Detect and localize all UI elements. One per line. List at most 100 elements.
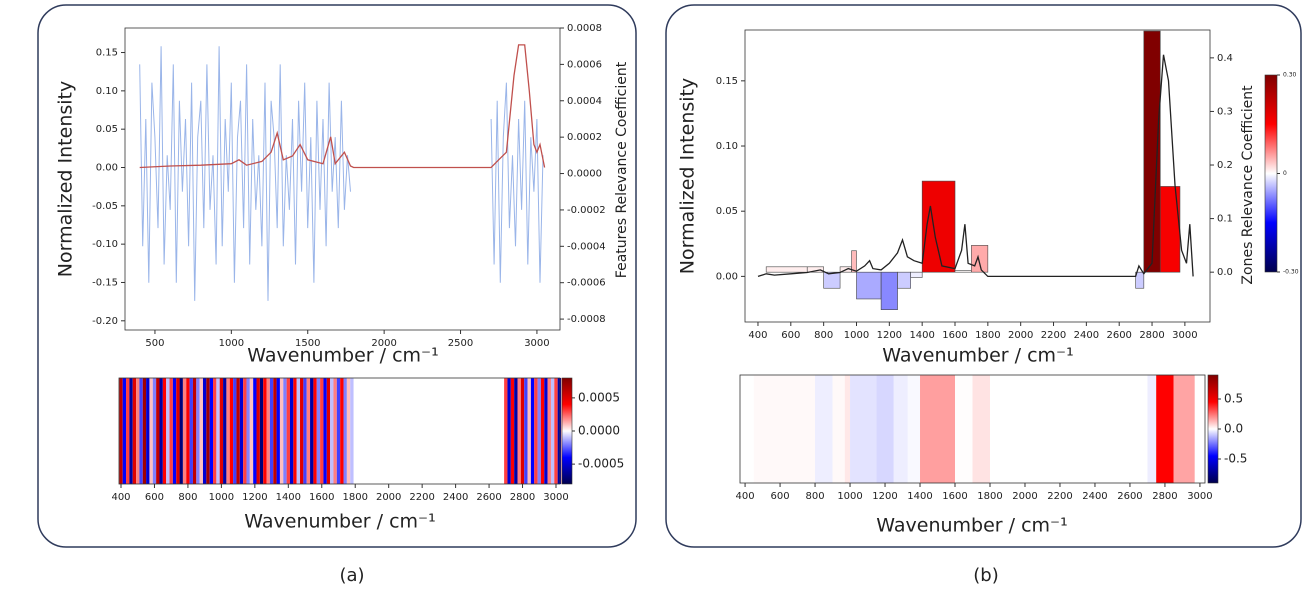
zone-bar bbox=[880, 271, 898, 310]
heat-stripe bbox=[162, 378, 167, 484]
y2-tick-label: -0.0004 bbox=[567, 241, 606, 252]
series-line bbox=[757, 54, 1194, 278]
heat-stripe bbox=[239, 378, 244, 484]
heat-stripe bbox=[514, 378, 518, 484]
heat-stripe bbox=[316, 378, 321, 484]
y-tick-label: 0.10 bbox=[716, 141, 738, 152]
colorbar bbox=[1207, 374, 1219, 484]
x-axis-label: Wavenumber / cm⁻¹ bbox=[244, 511, 435, 533]
x-tick-label: 600 bbox=[145, 492, 164, 503]
heat-stripe bbox=[202, 378, 207, 484]
y2-tick-label: 0.4 bbox=[1217, 53, 1233, 64]
heat-stripe bbox=[972, 375, 990, 483]
heat-stripe bbox=[122, 378, 127, 484]
heat-stripe bbox=[253, 378, 257, 484]
heat-stripe bbox=[296, 378, 301, 484]
heat-stripe bbox=[336, 378, 341, 484]
heat-stripe bbox=[209, 378, 214, 484]
x-tick-label: 1800 bbox=[975, 330, 1000, 341]
x-tick-label: 400 bbox=[111, 492, 130, 503]
zone-bar bbox=[910, 271, 923, 278]
zone-bar bbox=[1143, 30, 1161, 273]
heat-stripe bbox=[920, 375, 956, 483]
heat-stripe bbox=[1156, 375, 1174, 483]
x-tick-label: 2600 bbox=[476, 492, 501, 503]
x-tick-label: 2200 bbox=[1041, 330, 1066, 341]
heat-stripe bbox=[313, 378, 317, 484]
heat-stripe bbox=[186, 378, 190, 484]
panel-frame bbox=[37, 4, 637, 548]
heat-stripe bbox=[243, 378, 247, 484]
heat-stripe bbox=[797, 375, 816, 483]
heat-stripe bbox=[269, 378, 274, 484]
y-tick-label: 0.05 bbox=[716, 206, 738, 217]
zone-bar bbox=[954, 270, 972, 273]
heat-stripe bbox=[256, 378, 260, 484]
x-tick-label: 1800 bbox=[342, 492, 367, 503]
heat-stripe bbox=[146, 378, 150, 484]
x-tick-label: 2800 bbox=[1139, 330, 1164, 341]
heat-stripe bbox=[550, 378, 555, 484]
heat-stripe bbox=[907, 375, 921, 483]
y2-tick-label: 0.3 bbox=[1217, 106, 1233, 117]
heat-stripe bbox=[259, 378, 264, 484]
x-axis-label: Wavenumber / cm⁻¹ bbox=[247, 345, 438, 367]
y2-axis-label: Features Relevance Coefficient bbox=[614, 61, 630, 278]
colorbar bbox=[561, 377, 573, 485]
heat-stripe bbox=[323, 378, 327, 484]
plot-frame bbox=[744, 29, 1211, 323]
heat-stripe bbox=[753, 375, 798, 483]
x-tick-label: 2000 bbox=[371, 338, 396, 349]
heat-stripe bbox=[233, 378, 237, 484]
x-tick-label: 800 bbox=[178, 492, 197, 503]
heat-stripe bbox=[343, 378, 347, 484]
heat-stripe bbox=[206, 378, 210, 484]
heat-stripe bbox=[504, 378, 508, 484]
x-axis-label: Wavenumber / cm⁻¹ bbox=[876, 515, 1067, 537]
y2-tick-label: -0.0002 bbox=[567, 205, 606, 216]
heat-stripe bbox=[266, 378, 270, 484]
x-tick-label: 2600 bbox=[1106, 330, 1131, 341]
colorbar-tick-label: 0.0 bbox=[1224, 422, 1243, 436]
x-tick-label: 600 bbox=[781, 330, 800, 341]
heat-stripe bbox=[263, 378, 267, 484]
x-tick-label: 2200 bbox=[1047, 491, 1072, 502]
heat-stripe bbox=[832, 375, 845, 483]
heat-stripe bbox=[182, 378, 187, 484]
heat-stripe bbox=[517, 378, 521, 484]
heat-stripe bbox=[557, 378, 562, 484]
heat-stripe bbox=[540, 378, 545, 484]
y-tick-label: 0.00 bbox=[96, 163, 118, 174]
y-tick-label: 0.15 bbox=[716, 76, 738, 87]
x-tick-label: 1200 bbox=[872, 491, 897, 502]
heat-stripe bbox=[350, 378, 354, 484]
heat-stripe bbox=[273, 378, 277, 484]
x-tick-label: 2000 bbox=[1008, 330, 1033, 341]
zone-bar bbox=[851, 250, 857, 273]
y-axis-label: Normalized Intensity bbox=[677, 78, 699, 275]
heat-stripe bbox=[893, 375, 908, 483]
heat-stripe bbox=[510, 378, 515, 484]
heat-stripe bbox=[226, 378, 230, 484]
x-tick-label: 800 bbox=[814, 330, 833, 341]
heat-stripe bbox=[159, 378, 163, 484]
heat-stripe bbox=[303, 378, 307, 484]
heat-stripe bbox=[236, 378, 240, 484]
heat-stripe bbox=[544, 378, 548, 484]
colorbar-tick-label: 0.5 bbox=[1224, 392, 1243, 406]
x-tick-label: 2800 bbox=[1152, 491, 1177, 502]
y-tick-label: 0.15 bbox=[96, 48, 118, 59]
x-tick-label: 2800 bbox=[510, 492, 535, 503]
y2-tick-label: 0.0 bbox=[1217, 267, 1233, 278]
heat-stripe bbox=[199, 378, 203, 484]
heat-stripe bbox=[139, 378, 143, 484]
heat-stripe bbox=[279, 378, 284, 484]
y-tick-label: 0.10 bbox=[96, 86, 118, 97]
zone-bar bbox=[971, 245, 989, 273]
heat-stripe bbox=[340, 378, 344, 484]
heat-stripe bbox=[330, 378, 334, 484]
y-tick-label: -0.20 bbox=[92, 316, 118, 327]
heat-stripe bbox=[129, 378, 133, 484]
heat-stripe bbox=[326, 378, 331, 484]
